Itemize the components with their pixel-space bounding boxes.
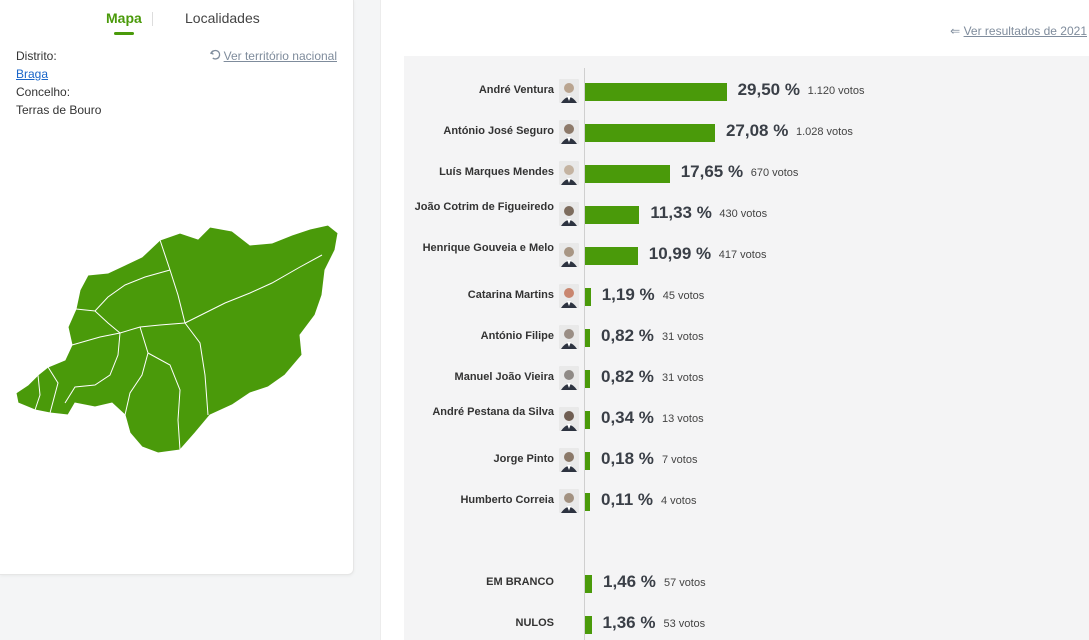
votes-count: 45 votos — [662, 290, 705, 302]
candidate-name: Luís Marques Mendes — [439, 166, 554, 178]
candidate-name: NULOS — [515, 617, 555, 629]
percentage-label: 10,99 % — [648, 244, 712, 263]
votes-count: 31 votos — [662, 372, 704, 384]
candidate-name: André Pestana da Silva — [432, 406, 554, 418]
candidate-row: António José Seguro 27,08 % 1.028 votos — [404, 114, 1089, 148]
candidate-photo-icon — [559, 243, 579, 267]
votes-count: 13 votos — [662, 413, 704, 425]
votes-count: 1.120 votos — [807, 85, 865, 97]
candidate-row: Humberto Correia 0,11 % 4 votos — [404, 483, 1089, 517]
district-link[interactable]: Braga — [16, 67, 49, 81]
results-2021-link[interactable]: ⇐ Ver resultados de 2021 — [950, 24, 1087, 38]
votes-count: 31 votos — [662, 331, 704, 343]
percentage-label: 11,33 % — [650, 203, 712, 222]
candidate-photo-icon — [559, 202, 579, 226]
candidate-photo-icon — [559, 161, 579, 185]
tab-map[interactable]: Mapa — [106, 10, 142, 26]
map-region-outline[interactable] — [15, 224, 339, 454]
candidate-name: Henrique Gouveia e Melo — [422, 242, 554, 254]
candidate-photo-icon — [559, 407, 579, 431]
results-2021-label: Ver resultados de 2021 — [963, 24, 1087, 38]
candidate-name: Jorge Pinto — [493, 453, 554, 465]
result-bar — [585, 329, 590, 347]
percentage-label: 0,34 % — [601, 408, 654, 427]
votes-count: 430 votos — [719, 208, 768, 220]
candidate-name: João Cotrim de Figueiredo — [414, 201, 554, 213]
result-bar — [585, 124, 715, 142]
chart-axis-line — [584, 68, 585, 640]
percentage-label: 27,08 % — [725, 121, 789, 140]
result-bar — [585, 83, 727, 101]
candidate-photo-icon — [559, 284, 579, 308]
result-bar — [585, 206, 640, 224]
percentage-label: 0,82 % — [601, 326, 654, 345]
candidate-name: Humberto Correia — [460, 494, 554, 506]
votes-count: 4 votos — [661, 495, 697, 507]
municipality-map[interactable] — [10, 215, 345, 460]
result-bar — [585, 247, 638, 265]
candidate-photo-icon — [559, 79, 579, 103]
candidate-photo-icon — [559, 489, 579, 513]
candidate-photo-icon — [559, 448, 579, 472]
active-tab-indicator — [114, 32, 134, 35]
candidate-photo-icon — [559, 120, 579, 144]
candidate-photo-icon — [559, 325, 579, 349]
votes-count: 53 votos — [663, 618, 706, 630]
district-label: Distrito: — [16, 49, 57, 63]
candidate-name: EM BRANCO — [486, 576, 554, 588]
national-territory-link[interactable]: Ver território nacional — [209, 49, 337, 63]
candidate-row: Catarina Martins 1,19 % 45 votos — [404, 278, 1089, 312]
percentage-label: 29,50 % — [737, 80, 800, 99]
result-bar — [585, 370, 590, 388]
percentage-label: 1,36 % — [602, 613, 656, 632]
votes-count: 1.028 votos — [795, 126, 853, 138]
candidate-photo-icon — [559, 366, 579, 390]
undo-icon — [209, 49, 221, 63]
result-bar — [585, 616, 592, 634]
results-chart — [404, 56, 1089, 640]
municipality-label: Concelho: — [16, 85, 71, 99]
candidate-name: António Filipe — [480, 330, 554, 342]
percentage-label: 0,11 % — [601, 490, 653, 509]
candidate-row: António Filipe 0,82 % 31 votos — [404, 319, 1089, 353]
candidate-row: André Ventura 29,50 % 1.120 votos — [404, 73, 1089, 107]
percentage-label: 1,46 % — [603, 572, 656, 591]
percentage-label: 1,19 % — [601, 285, 655, 304]
result-bar — [585, 288, 591, 306]
votes-count: 57 votos — [664, 577, 706, 589]
municipality-value: Terras de Bouro — [16, 103, 102, 117]
parish-borders — [34, 239, 323, 451]
view-tabs: Mapa Localidades — [0, 10, 354, 36]
candidate-row: Luís Marques Mendes 17,65 % 670 votos — [404, 155, 1089, 189]
tab-localities[interactable]: Localidades — [185, 10, 260, 26]
result-bar — [585, 165, 670, 183]
other-votes-row: NULOS 1,36 % 53 votos — [404, 606, 1089, 640]
percentage-label: 0,18 % — [601, 449, 654, 468]
result-bar — [585, 575, 592, 593]
candidate-row: Manuel João Vieira 0,82 % 31 votos — [404, 360, 1089, 394]
percentage-label: 0,82 % — [601, 367, 654, 386]
candidate-name: André Ventura — [478, 84, 554, 96]
candidate-row: André Pestana da Silva 0,34 % 13 votos — [404, 401, 1089, 435]
arrow-left-icon: ⇐ — [950, 24, 961, 38]
candidate-name: António José Seguro — [443, 125, 554, 137]
percentage-label: 17,65 % — [680, 162, 744, 181]
votes-count: 417 votos — [718, 249, 767, 261]
result-bar — [585, 452, 590, 470]
candidate-row: João Cotrim de Figueiredo 11,33 % 430 voto… — [404, 196, 1089, 230]
candidate-name: Manuel João Vieira — [454, 371, 554, 383]
candidate-row: Jorge Pinto 0,18 % 7 votos — [404, 442, 1089, 476]
tab-divider — [152, 12, 153, 26]
location-panel: Mapa Localidades Distrito: Braga Concelh… — [0, 0, 354, 575]
result-bar — [585, 493, 590, 511]
votes-count: 670 votos — [750, 167, 799, 179]
other-votes-row: EM BRANCO 1,46 % 57 votos — [404, 565, 1089, 599]
votes-count: 7 votos — [662, 454, 698, 466]
result-bar — [585, 411, 590, 429]
candidate-name: Catarina Martins — [467, 289, 554, 301]
candidate-row: Henrique Gouveia e Melo 10,99 % 417 votos — [404, 237, 1089, 271]
national-link-label: Ver território nacional — [223, 49, 337, 63]
